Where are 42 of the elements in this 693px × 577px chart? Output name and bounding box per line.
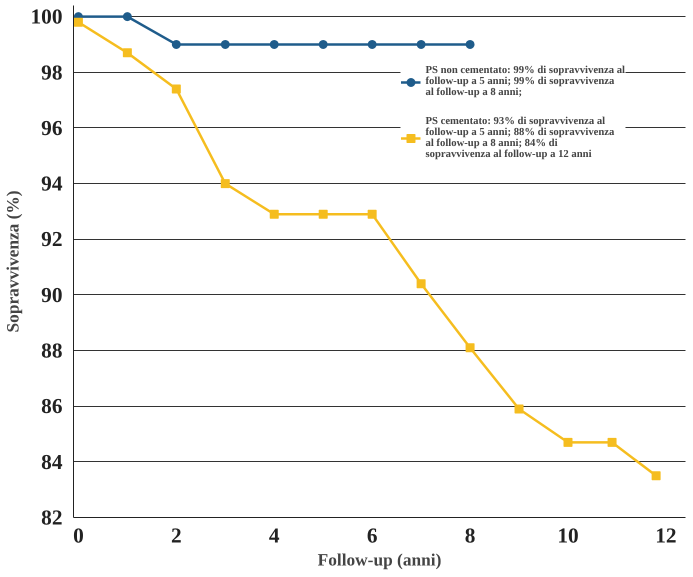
point [172, 84, 181, 94]
point [514, 404, 524, 414]
point [172, 40, 181, 49]
point [466, 40, 475, 49]
point [368, 210, 377, 219]
y-tick-label: 94 [41, 172, 63, 196]
y-axis-title: Sopravvivenza (%) [4, 190, 23, 332]
y-tick-label: 84 [41, 450, 63, 474]
point [466, 343, 475, 352]
point [652, 471, 661, 480]
point [122, 12, 132, 22]
point [368, 40, 377, 49]
y-tick-label: 82 [41, 506, 62, 530]
point [270, 210, 279, 219]
point [608, 438, 617, 447]
x-tick-label: 2 [170, 524, 182, 548]
point [416, 279, 426, 288]
x-tick-label: 4 [268, 524, 280, 548]
x-tick-label: 8 [464, 524, 476, 548]
x-tick-label: 6 [366, 524, 378, 548]
y-tick-label: 96 [41, 116, 63, 140]
point [563, 438, 572, 447]
y-tick-label: 98 [41, 60, 62, 84]
y-tick-label: 92 [41, 227, 62, 252]
point [74, 18, 83, 27]
legend-label: PS cementato: 93% di sopravvivenza al follow-up a 5 anni; 88% di sopravvivenza al follow-up a 8 anni; 84% di sopravvivenza al follow-up a 12 anni [425, 116, 614, 160]
y-tick-label: 88 [41, 338, 62, 363]
y-tick-label: 100 [30, 4, 63, 29]
point [270, 40, 279, 49]
x-tick-label: 10 [557, 524, 579, 548]
point [318, 40, 328, 49]
point [122, 48, 132, 58]
point [318, 210, 328, 219]
point [416, 40, 426, 49]
y-tick-label: 86 [41, 394, 63, 418]
legend-label: PS non cementato: 99% di sopravvivenza al follow-up a 5 anni; 99% di sopravvivenza al follow-up a 8 anni; [425, 65, 625, 98]
y-tick-label: 90 [41, 282, 62, 307]
x-tick-label: 12 [655, 524, 677, 548]
x-tick-label: 0 [73, 524, 84, 548]
x-axis-title: Follow-up (anni) [318, 550, 442, 570]
point [220, 40, 230, 49]
point [220, 179, 230, 188]
